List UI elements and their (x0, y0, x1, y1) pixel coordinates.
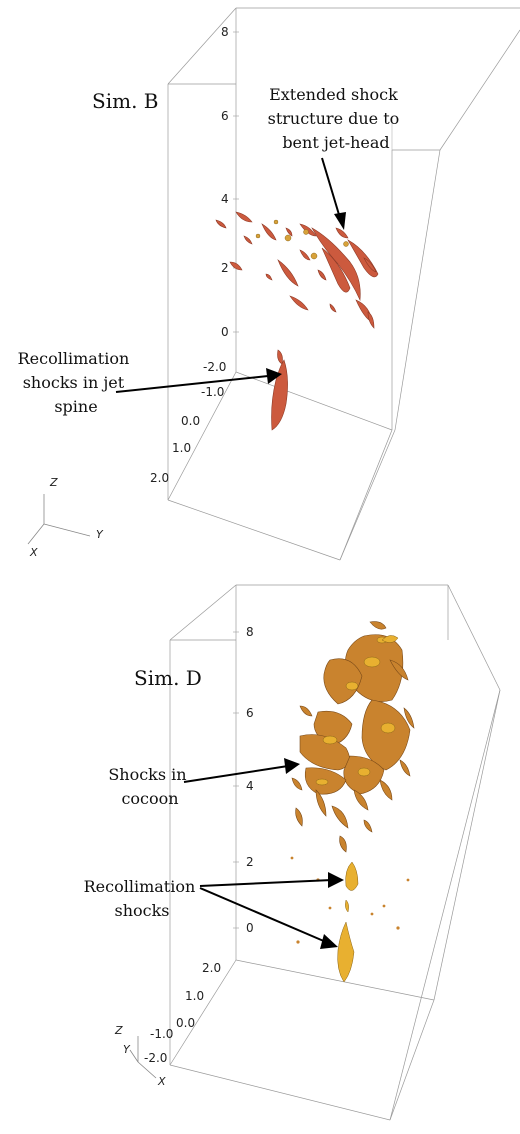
panel-d-arrow-cocoon (183, 758, 300, 783)
panel-b-z-tick: 2 (221, 261, 229, 275)
panel-d-box (169, 584, 501, 1121)
panel-b-axis-label-x: X (29, 546, 38, 559)
panel-b-z-tick: 4 (221, 192, 229, 206)
panel-d-y-tick: 2.0 (202, 961, 221, 975)
panel-b-annotation-jet-head: Extended shock structure due to bent jet… (268, 85, 405, 152)
panel-d-z-tick: 0 (246, 921, 254, 935)
panel-b-y-tick: -1.0 (201, 385, 224, 399)
panel-d-z-tick: 4 (246, 779, 254, 793)
panel-d-shock-highlights (315, 635, 399, 983)
panel-d-title: Sim. D (134, 666, 202, 690)
panel-d-y-tick: -1.0 (150, 1027, 173, 1041)
panel-d-y-tick: -2.0 (144, 1051, 167, 1065)
panel-d-z-tick: 2 (246, 855, 254, 869)
panel-b-arrow-jet-head (321, 157, 346, 230)
panel-d-shock-isosurfaces (291, 621, 415, 853)
panel-d-axis-label-y: Y (123, 1043, 131, 1056)
panel-b-axis-label-z: Z (49, 476, 58, 489)
panel-d-z-ticks-marks (233, 631, 239, 929)
panel-b-z-tick: 8 (221, 25, 229, 39)
panel-b-axis-label-y: Y (96, 528, 104, 541)
panel-d-arrow-recollimation-upper (199, 872, 344, 888)
panel-b-annotation-jet-spine: Recollimation shocks in jet spine (18, 349, 135, 416)
panel-d-z-tick: 6 (246, 706, 254, 720)
panel-b-shock-isosurfaces (215, 211, 379, 431)
panel-b-z-tick: 0 (221, 325, 229, 339)
panel-d-annotation-recollimation: Recollimation shocks (84, 877, 201, 920)
panel-sim-b: 8 6 4 2 0 -2.0 -1.0 0.0 1.0 2.0 Sim. B (18, 7, 520, 561)
panel-b-y-tick: 0.0 (181, 414, 200, 428)
panel-b-y-tick: 2.0 (150, 471, 169, 485)
panel-b-z-tick: 6 (221, 109, 229, 123)
panel-sim-d: 8 6 4 2 0 2.0 1.0 0.0 -1.0 -2.0 Sim. D (84, 584, 501, 1121)
panel-b-arrow-jet-spine (115, 368, 282, 393)
panel-b-shock-highlights (255, 219, 349, 260)
panel-b-y-tick: 1.0 (172, 441, 191, 455)
panel-b-title: Sim. B (92, 89, 158, 113)
panel-d-annotation-cocoon: Shocks in cocoon (108, 765, 191, 808)
panel-d-z-tick: 8 (246, 625, 254, 639)
panel-d-axis-label-z: Z (114, 1024, 123, 1037)
panel-d-y-tick: 1.0 (185, 989, 204, 1003)
panel-b-box (167, 7, 520, 561)
panel-d-arrow-recollimation-lower (199, 887, 338, 949)
panel-d-axis-label-x: X (157, 1075, 166, 1088)
panel-b-y-tick: -2.0 (203, 360, 226, 374)
panel-d-axes-triad (129, 1036, 157, 1079)
panel-b-axes-triad (27, 494, 91, 545)
panel-d-y-tick: 0.0 (176, 1016, 195, 1030)
